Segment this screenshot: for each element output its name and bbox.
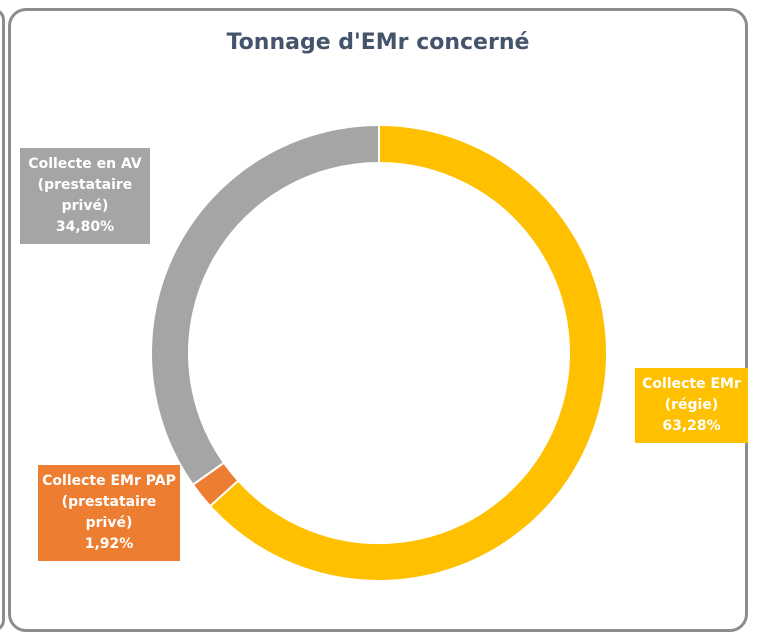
data-label-category: Collecte en AV (prestataire privé)	[28, 156, 142, 214]
data-label-category: Collecte EMr (régie)	[642, 376, 741, 413]
data-label-value: 34,80%	[55, 219, 115, 235]
donut-segment	[208, 123, 608, 582]
data-label-value: 63,28%	[662, 418, 721, 434]
data-label-category: Collecte EMr PAP (prestataire privé)	[42, 473, 176, 531]
data-label: Collecte EMr (régie) 63,28%	[635, 368, 748, 443]
data-label: Collecte en AV (prestataire privé) 34,80%	[20, 148, 150, 244]
chart-title: Tonnage d'EMr concerné	[226, 30, 530, 55]
data-label-value: 1,92%	[84, 536, 134, 552]
data-label: Collecte EMr PAP (prestataire privé) 1,92…	[38, 465, 180, 561]
chart-frame	[8, 8, 748, 632]
donut-segment	[150, 123, 380, 487]
